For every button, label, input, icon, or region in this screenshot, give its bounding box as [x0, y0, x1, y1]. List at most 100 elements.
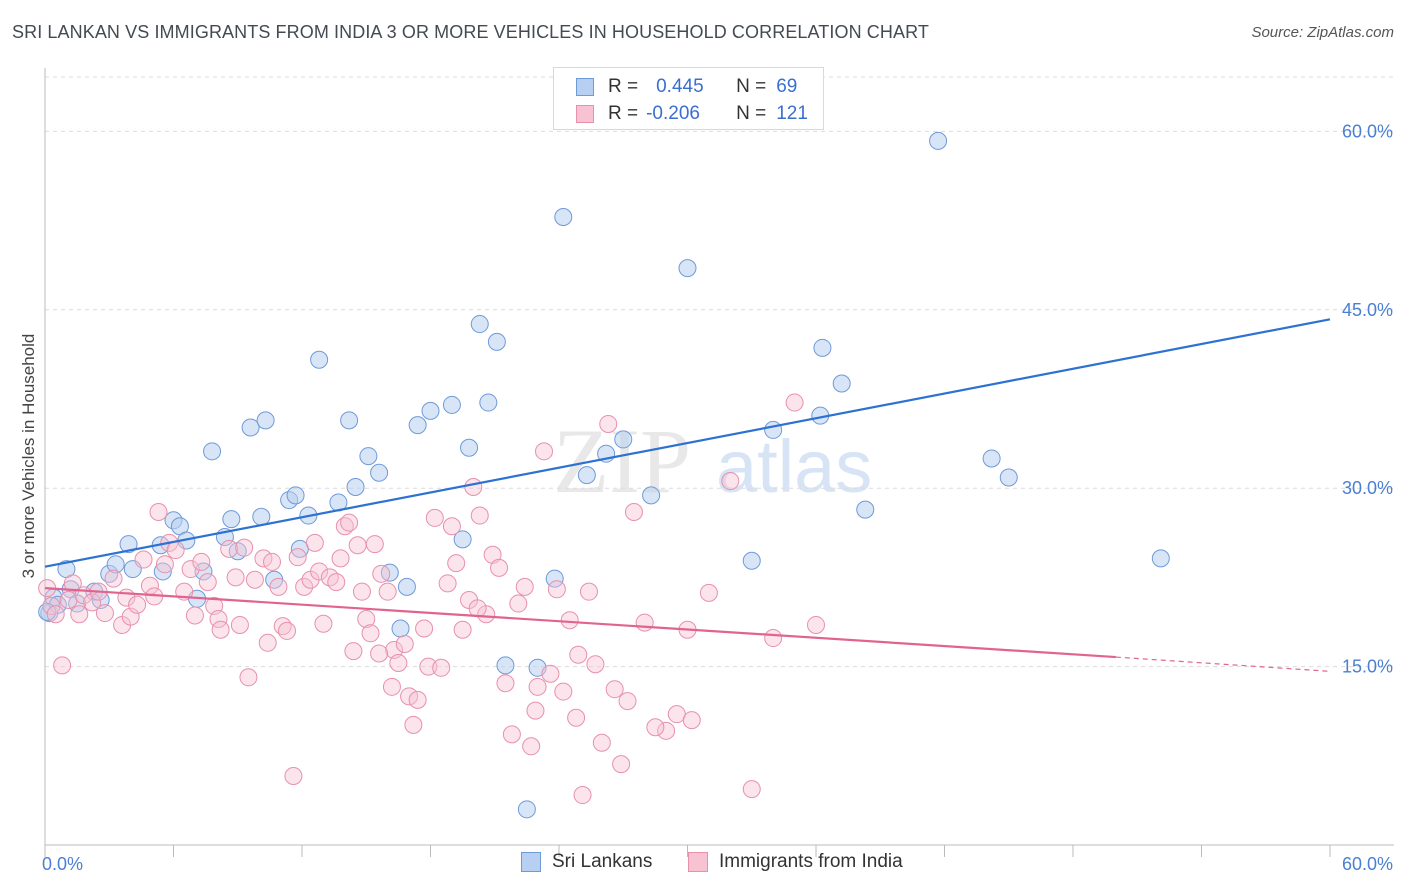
data-point-immigrants-india: [442, 517, 461, 536]
data-point-sri-lankans: [391, 619, 410, 638]
data-point-sri-lankans: [577, 466, 596, 485]
data-point-immigrants-india: [667, 705, 686, 724]
legend-item-sri-lankans: Sri Lankans: [521, 851, 652, 873]
data-point-immigrants-india: [340, 513, 359, 532]
data-point-immigrants-india: [344, 642, 363, 661]
data-point-immigrants-india: [263, 552, 282, 571]
data-point-immigrants-india: [331, 549, 350, 568]
data-point-immigrants-india: [586, 655, 605, 674]
data-point-immigrants-india: [541, 664, 560, 683]
data-point-immigrants-india: [490, 558, 509, 577]
legend-label: Sri Lankans: [552, 851, 653, 872]
data-point-immigrants-india: [226, 568, 245, 587]
axes: [44, 68, 1394, 857]
data-point-immigrants-india: [284, 767, 303, 786]
data-point-immigrants-india: [121, 607, 140, 626]
data-point-immigrants-india: [149, 502, 168, 521]
data-point-immigrants-india: [239, 668, 258, 687]
blue-swatch-icon: [576, 78, 594, 96]
data-point-immigrants-india: [415, 619, 434, 638]
data-point-immigrants-india: [361, 624, 380, 643]
data-point-sri-lankans: [340, 411, 359, 430]
legend-r-value: 0.445: [656, 76, 704, 97]
data-point-immigrants-india: [42, 596, 61, 615]
data-point-immigrants-india: [305, 533, 324, 552]
data-point-immigrants-india: [522, 737, 541, 756]
data-point-sri-lankans: [442, 395, 461, 414]
y-tick-label: 15.0%: [1342, 657, 1393, 677]
data-point-immigrants-india: [278, 621, 297, 640]
data-point-sri-lankans: [496, 656, 515, 675]
data-point-sri-lankans: [106, 555, 125, 574]
legend-row-immigrants-india: R = -0.206 N = 121: [576, 102, 808, 126]
data-point-immigrants-india: [699, 583, 718, 602]
data-point-sri-lankans: [487, 332, 506, 351]
data-point-sri-lankans: [397, 577, 416, 596]
data-point-immigrants-india: [599, 414, 618, 433]
data-point-immigrants-india: [357, 610, 376, 629]
data-point-immigrants-india: [348, 536, 367, 555]
data-point-immigrants-india: [245, 570, 264, 589]
data-point-sri-lankans: [517, 800, 536, 819]
data-point-immigrants-india: [389, 654, 408, 673]
data-point-sri-lankans: [256, 411, 275, 430]
y-axis-label: 3 or more Vehicles in Household: [19, 334, 38, 579]
data-point-immigrants-india: [230, 615, 249, 634]
data-point-immigrants-india: [464, 477, 483, 496]
data-point-immigrants-india: [320, 568, 339, 587]
data-point-immigrants-india: [83, 593, 102, 612]
legend-n-value: 69: [776, 76, 798, 97]
data-point-immigrants-india: [382, 677, 401, 696]
data-point-immigrants-india: [365, 535, 384, 554]
data-point-immigrants-india: [327, 573, 346, 592]
data-point-sri-lankans: [453, 530, 472, 549]
data-point-immigrants-india: [453, 620, 472, 639]
data-point-immigrants-india: [104, 569, 123, 588]
data-point-immigrants-india: [468, 599, 487, 618]
pink-swatch-icon: [576, 105, 594, 123]
legend-r-value: -0.206: [646, 103, 700, 124]
data-point-immigrants-india: [447, 554, 466, 573]
data-point-immigrants-india: [528, 677, 547, 696]
data-point-immigrants-india: [425, 508, 444, 527]
legend-item-immigrants-india: Immigrants from India: [688, 851, 903, 873]
data-point-immigrants-india: [496, 674, 515, 693]
data-point-immigrants-india: [579, 582, 598, 601]
data-point-sri-lankans: [764, 420, 783, 439]
data-point-immigrants-india: [258, 633, 277, 652]
legend-row-sri-lankans: R = 0.445 N = 69: [576, 75, 797, 99]
tick-labels: 15.0% 30.0% 45.0% 60.0% 0.0% 60.0%: [42, 121, 1393, 874]
data-point-immigrants-india: [288, 548, 307, 567]
data-point-sri-lankans: [359, 447, 378, 466]
x-tick-label: 60.0%: [1342, 854, 1393, 874]
data-point-sri-lankans: [346, 477, 365, 496]
data-point-immigrants-india: [211, 620, 230, 639]
data-point-immigrants-india: [646, 718, 665, 737]
data-point-sri-lankans: [119, 535, 138, 554]
data-point-sri-lankans: [614, 430, 633, 449]
data-point-immigrants-india: [408, 690, 427, 709]
data-point-immigrants-india: [569, 645, 588, 664]
data-point-sri-lankans: [678, 259, 697, 278]
data-point-immigrants-india: [470, 506, 489, 525]
data-point-immigrants-india: [605, 680, 624, 699]
data-point-immigrants-india: [95, 604, 114, 623]
data-point-immigrants-india: [526, 701, 545, 720]
data-point-sri-lankans: [742, 551, 761, 570]
data-point-immigrants-india: [785, 393, 804, 412]
data-point-immigrants-india: [269, 577, 288, 596]
data-point-immigrants-india: [134, 550, 153, 569]
data-point-immigrants-india: [560, 611, 579, 630]
data-point-sri-lankans: [999, 468, 1018, 487]
chart-title: SRI LANKAN VS IMMIGRANTS FROM INDIA 3 OR…: [12, 22, 929, 42]
data-point-immigrants-india: [657, 721, 676, 740]
legend-n-label: N =: [736, 76, 767, 97]
data-point-sri-lankans: [241, 418, 260, 437]
data-point-sri-lankans: [460, 438, 479, 457]
data-point-sri-lankans: [310, 350, 329, 369]
data-point-immigrants-india: [370, 644, 389, 663]
data-point-immigrants-india: [618, 692, 637, 711]
data-point-immigrants-india: [573, 786, 592, 805]
data-point-sri-lankans: [832, 374, 851, 393]
